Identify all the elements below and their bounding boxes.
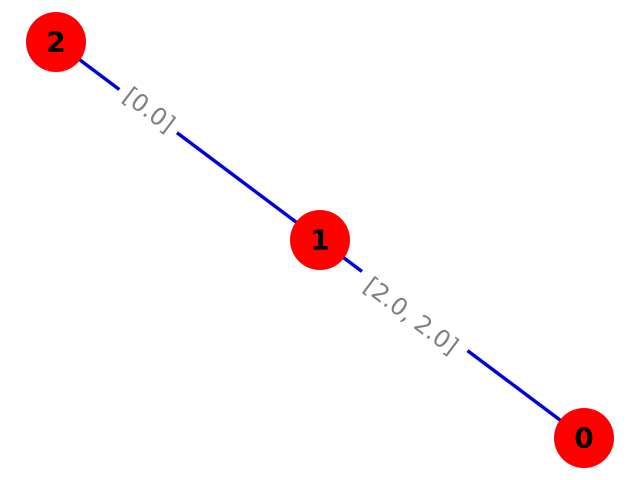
- node-layer: 2 1 0: [26, 12, 614, 468]
- graph-node-0[interactable]: 0: [554, 408, 614, 468]
- edge-label-bg: [111, 76, 187, 144]
- edge-label-bg: [349, 264, 473, 368]
- node-label: 1: [310, 224, 329, 257]
- edge-2-1: [54, 40, 322, 242]
- graph-node-2[interactable]: 2: [26, 12, 86, 72]
- node-circle: [26, 12, 86, 72]
- edge-label-layer: [0.0] [2.0, 2.0]: [111, 76, 473, 368]
- graph-node-1[interactable]: 1: [290, 210, 350, 270]
- node-circle: [554, 408, 614, 468]
- node-label: 2: [46, 26, 65, 59]
- node-circle: [290, 210, 350, 270]
- node-label: 0: [574, 422, 593, 455]
- edge-label-1-0: [2.0, 2.0]: [358, 272, 463, 361]
